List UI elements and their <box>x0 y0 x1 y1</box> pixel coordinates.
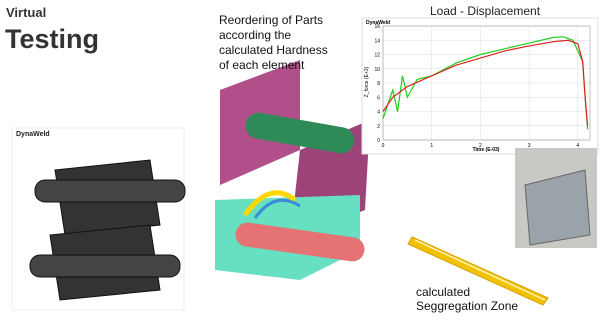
y-tick-label: 10 <box>374 67 380 73</box>
segregation-zone <box>407 236 549 306</box>
y-tick-label: 12 <box>374 53 380 59</box>
zone-note: Seggregation Zone <box>416 299 518 313</box>
center-model <box>215 60 370 280</box>
photo-part <box>524 169 591 246</box>
series-line <box>382 36 589 130</box>
plot-frame <box>382 25 591 141</box>
note-line: of each element <box>219 58 305 72</box>
note-line: Reordering of Parts <box>219 13 323 27</box>
x-tick-label: 3 <box>528 143 531 149</box>
y-tick-label: 14 <box>374 38 380 44</box>
y-tick-label: 4 <box>377 110 380 116</box>
x-tick-label: 0 <box>382 143 385 149</box>
x-tick-label: 2 <box>479 143 482 149</box>
y-tick-label: 2 <box>377 124 380 130</box>
zone-note: calculated <box>416 285 470 299</box>
kicker: Virtual <box>6 5 46 20</box>
x-tick-label: 4 <box>576 143 579 149</box>
y-tick-label: 16 <box>374 24 380 30</box>
model-label: DynaWeld <box>16 131 50 138</box>
x-axis-label: Time (E-03) <box>473 147 500 153</box>
chart-source: DynaWeld <box>366 20 390 26</box>
y-tick-label: 8 <box>377 81 380 87</box>
y-tick-label: 6 <box>377 95 380 101</box>
note-line: calculated Hardness <box>219 43 328 57</box>
chart-title: Load - Displacement <box>430 4 541 18</box>
chart-panel <box>361 17 599 155</box>
y-tick-label: 0 <box>377 138 380 144</box>
note-line: according the <box>219 28 291 42</box>
series-line <box>382 39 589 126</box>
dark-model <box>29 159 186 301</box>
y-axis-label: Z_force (E+3) <box>364 66 370 97</box>
title: Testing <box>5 24 99 54</box>
x-tick-label: 1 <box>430 143 433 149</box>
